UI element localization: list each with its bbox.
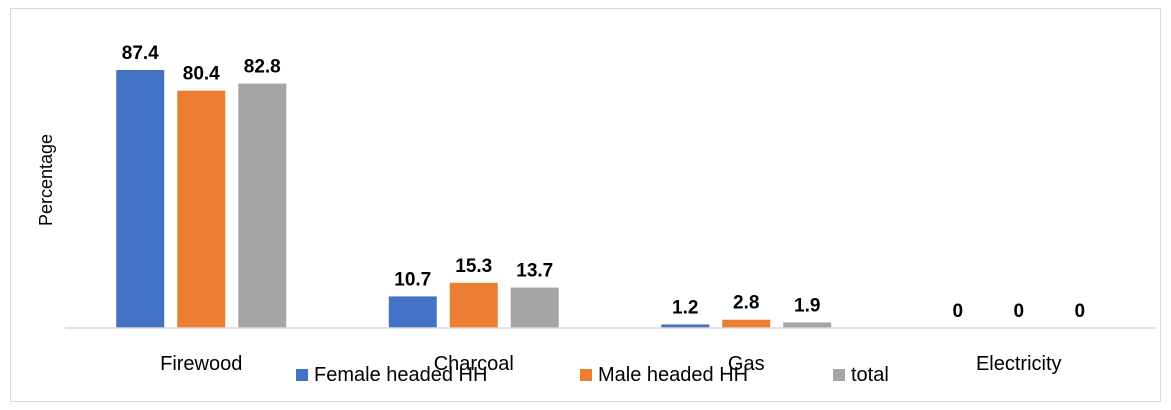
legend-label: Male headed HH [598,364,748,386]
legend-swatch [833,369,845,381]
bar-firewood-1 [177,91,225,328]
bars-group [116,70,831,328]
legend-swatch [296,369,308,381]
data-label: 87.4 [122,43,159,64]
bar-charcoal-2 [511,288,559,328]
legend-label: Female headed HH [314,364,487,386]
category-label: Firewood [160,353,242,375]
bar-firewood-2 [238,84,286,328]
bar-gas-2 [783,322,831,328]
data-label: 2.8 [733,293,759,314]
legend-swatch [580,369,592,381]
bar-gas-1 [722,320,770,328]
data-label: 0 [1013,301,1024,322]
data-label: 15.3 [455,256,492,277]
category-label: Electricity [976,353,1062,375]
data-label: 13.7 [516,261,553,282]
data-label: 1.2 [672,297,698,318]
data-label: 80.4 [183,64,220,85]
bar-charcoal-1 [450,283,498,328]
data-label: 0 [1074,301,1085,322]
legend-label: total [851,364,889,386]
bar-firewood-0 [116,70,164,328]
bar-charcoal-0 [389,296,437,328]
data-label: 10.7 [394,269,431,290]
data-label: 82.8 [244,57,281,78]
legend: Female headed HH Male headed HH total [296,364,889,386]
data-label: 1.9 [794,295,820,316]
y-axis-label: Percentage [36,134,56,226]
data-label: 0 [952,301,963,322]
